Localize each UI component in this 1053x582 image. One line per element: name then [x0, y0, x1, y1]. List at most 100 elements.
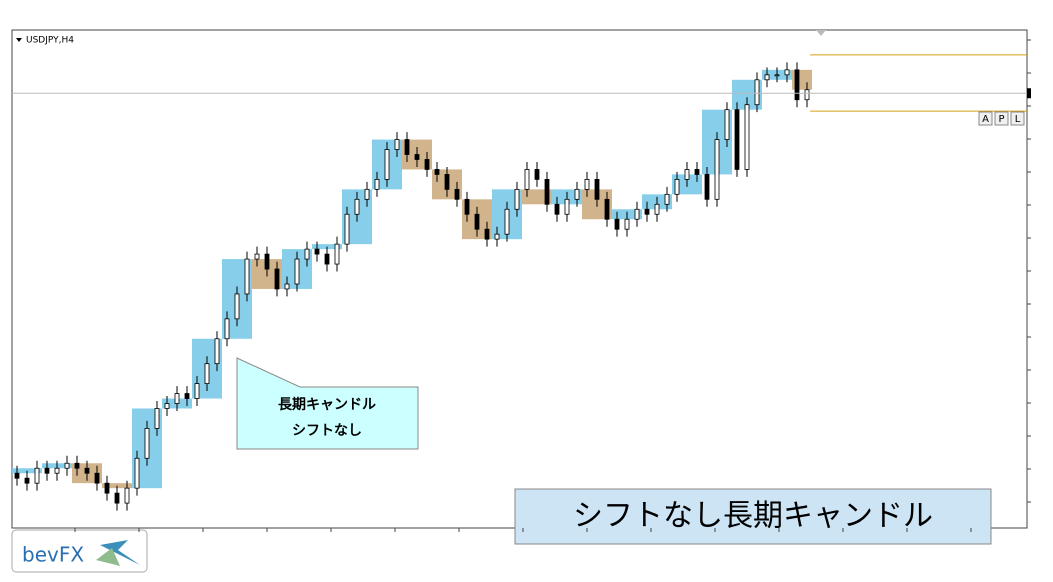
candle-body	[104, 482, 110, 494]
callout-box	[236, 357, 419, 450]
candle-body	[284, 283, 290, 290]
candle-body	[154, 408, 160, 429]
buttons: A P L	[978, 111, 1025, 126]
candle-body	[54, 467, 60, 474]
candle-body	[714, 139, 720, 200]
candle-body	[554, 203, 560, 215]
candle-body	[404, 139, 410, 155]
candle-body	[424, 159, 430, 170]
candle-body	[184, 393, 190, 399]
candle-body	[804, 89, 810, 101]
button[interactable]	[978, 111, 993, 126]
candle-body	[434, 169, 440, 175]
candle-body	[544, 178, 550, 205]
button-label[interactable]: P	[998, 114, 1004, 125]
candle-body	[624, 218, 630, 230]
candle-body	[614, 218, 620, 230]
scroll-marker	[816, 30, 826, 36]
banner-box	[514, 488, 992, 545]
candle-body	[534, 169, 540, 180]
candle-body	[254, 253, 260, 260]
candle-body	[604, 198, 610, 220]
candle-body	[34, 467, 40, 484]
long-candle	[102, 483, 132, 489]
candle-body	[724, 109, 730, 140]
candle-body	[484, 228, 490, 240]
candle-body	[264, 253, 270, 270]
candle-body	[564, 198, 570, 215]
long-candle	[522, 189, 552, 205]
candle-body	[234, 293, 240, 320]
marks	[12, 54, 1027, 511]
candle-body	[134, 457, 140, 489]
candle-body	[704, 174, 710, 200]
candle-body	[644, 208, 650, 215]
candle-body	[414, 154, 420, 160]
candle-body	[754, 79, 760, 106]
candle-body	[634, 208, 640, 220]
candle-body	[114, 492, 120, 504]
candle-body	[214, 338, 220, 365]
candle-body	[444, 174, 450, 190]
plot-frame	[11, 29, 1028, 529]
candle-body	[194, 383, 200, 399]
candle-body	[474, 213, 480, 230]
candle-body	[74, 462, 80, 469]
button[interactable]	[1010, 111, 1025, 126]
candle-body	[394, 139, 400, 150]
candle-body	[244, 258, 250, 295]
candle-body	[314, 248, 320, 255]
candle-body	[364, 188, 370, 200]
candle-body	[784, 69, 790, 76]
candle-body	[664, 193, 670, 205]
candle-body	[694, 169, 700, 175]
candle-body	[164, 403, 170, 409]
candle-body	[374, 178, 380, 190]
candle-body	[324, 253, 330, 265]
button-label[interactable]: A	[982, 114, 989, 125]
callout-text: シフトなし	[292, 423, 362, 439]
button[interactable]	[994, 111, 1009, 126]
candle-body	[44, 467, 50, 474]
candle-body	[224, 318, 230, 340]
candle-body	[504, 208, 510, 235]
candle-body	[674, 178, 680, 195]
price-marker	[1027, 88, 1031, 99]
candle-body	[514, 188, 520, 210]
candle-body	[574, 188, 580, 200]
candle-body	[144, 427, 150, 459]
candle-body	[294, 258, 300, 285]
candle-body	[174, 393, 180, 404]
candle-body	[794, 69, 800, 101]
candle-body	[274, 268, 280, 290]
candle-body	[454, 188, 460, 200]
candle-body	[524, 169, 530, 190]
candle-body	[744, 104, 750, 170]
candle-body	[354, 198, 360, 215]
candle-body	[654, 203, 660, 215]
candle-body	[94, 472, 100, 484]
candle-body	[384, 149, 390, 180]
candle-body	[334, 243, 340, 265]
menu-arrow[interactable]	[16, 38, 22, 42]
candle-body	[304, 248, 310, 260]
candle-body	[684, 169, 690, 180]
candle-body	[494, 233, 500, 240]
candle-body	[64, 462, 70, 469]
candle-body	[464, 198, 470, 215]
candle-body	[734, 109, 740, 170]
candle-body	[774, 74, 780, 77]
candle-body	[584, 178, 590, 190]
button-label[interactable]: L	[1015, 114, 1021, 125]
logo-text: bevFX	[22, 543, 84, 567]
candle-body	[204, 363, 210, 384]
candle-body	[84, 467, 90, 474]
symbol-label: USDJPY,H4	[26, 36, 74, 46]
candle-body	[24, 477, 30, 484]
banner-text: シフトなし長期キャンドル	[573, 499, 933, 534]
candle-body	[14, 472, 20, 479]
candle-body	[764, 74, 770, 81]
candle-body	[124, 487, 130, 504]
